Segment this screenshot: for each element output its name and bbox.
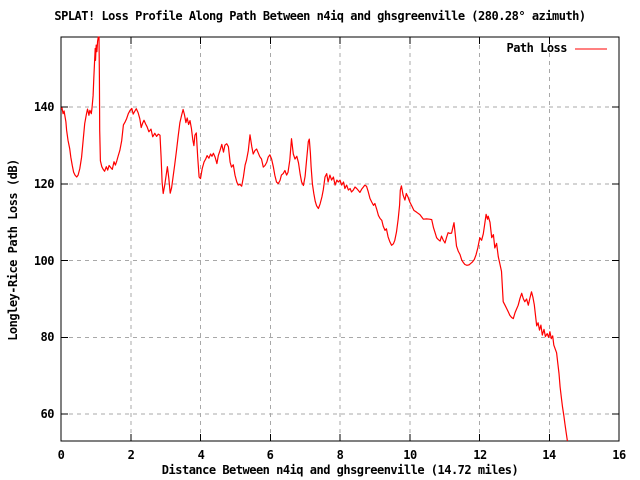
chart-title: SPLAT! Loss Profile Along Path Between n… bbox=[54, 9, 586, 23]
x-tick-label-16: 16 bbox=[612, 448, 626, 462]
x-tick-label-2: 2 bbox=[127, 448, 135, 462]
x-tick-label-14: 14 bbox=[542, 448, 556, 462]
y-tick-label-100: 100 bbox=[33, 254, 55, 268]
y-tick-label-60: 60 bbox=[40, 407, 55, 421]
x-tick-label-4: 4 bbox=[197, 448, 205, 462]
x-tick-label-8: 8 bbox=[336, 448, 344, 462]
plot-border bbox=[60, 36, 620, 442]
x-tick-label-12: 12 bbox=[473, 448, 487, 462]
legend-label: Path Loss bbox=[506, 41, 567, 55]
series-line-path-loss bbox=[60, 36, 568, 442]
y-tick-label-80: 80 bbox=[40, 330, 55, 344]
x-tick-label-6: 6 bbox=[266, 448, 274, 462]
y-axis-label: Longley-Rice Path Loss (dB) bbox=[6, 159, 20, 341]
y-tick-label-120: 120 bbox=[33, 177, 55, 191]
y-tick-label-140: 140 bbox=[33, 100, 55, 114]
x-tick-label-10: 10 bbox=[403, 448, 417, 462]
x-axis-label: Distance Between n4iq and ghsgreenville … bbox=[161, 463, 519, 477]
x-tick-label-0: 0 bbox=[57, 448, 65, 462]
